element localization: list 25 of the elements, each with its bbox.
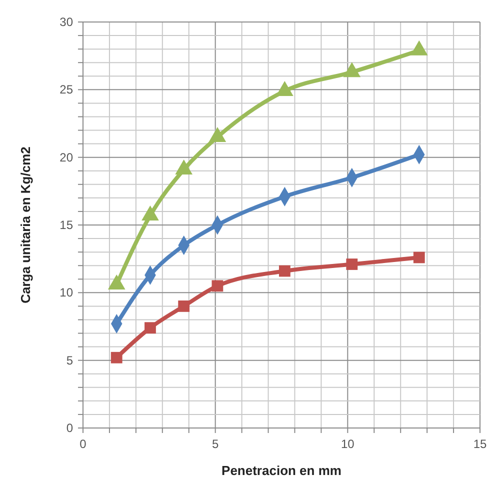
point — [278, 265, 290, 277]
point — [346, 258, 358, 270]
y-tick-label: 20 — [60, 150, 74, 164]
y-tick-label: 10 — [60, 286, 74, 300]
y-tick-label: 0 — [66, 421, 74, 435]
x-tick-label: 0 — [80, 437, 87, 451]
y-tick-label: 25 — [60, 82, 74, 97]
y-tick-label: 15 — [60, 218, 74, 232]
x-tick-label: 15 — [473, 437, 487, 451]
point — [343, 62, 361, 78]
point — [413, 252, 425, 264]
point — [276, 81, 294, 96]
point — [410, 40, 428, 56]
x-axis-title: Penetracion en mm — [222, 463, 342, 478]
point — [178, 300, 190, 312]
point — [175, 160, 192, 175]
point — [212, 280, 224, 292]
x-tick-label: 10 — [340, 437, 355, 451]
x-tick-label: 5 — [212, 437, 219, 451]
y-tick-label: 30 — [60, 15, 74, 29]
point — [144, 322, 156, 334]
y-axis-title: Carga unitaria en Kg/cm2 — [18, 146, 33, 304]
y-tick-label: 5 — [66, 353, 74, 368]
point — [110, 352, 122, 364]
point — [208, 127, 226, 142]
